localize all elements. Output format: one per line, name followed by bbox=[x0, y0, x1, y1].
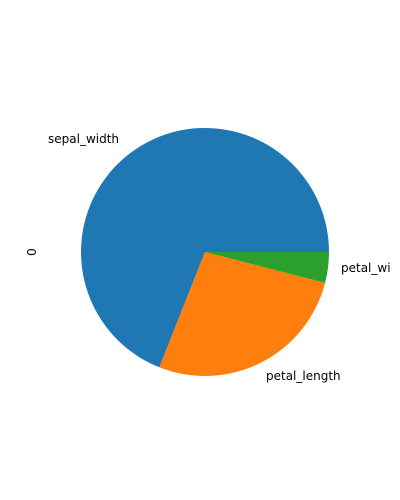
pie-slices bbox=[80, 127, 329, 376]
pie-slice-sepal-width bbox=[80, 127, 329, 368]
slice-label-sepal-width: sepal_width bbox=[48, 132, 119, 146]
slice-label-petal-width: petal_wi bbox=[341, 261, 391, 275]
y-axis-label: 0 bbox=[25, 248, 39, 256]
slice-label-petal-length: petal_length bbox=[266, 369, 341, 383]
pie-slice-petal-length bbox=[159, 252, 326, 376]
pie-slice-petal-width bbox=[205, 252, 329, 283]
